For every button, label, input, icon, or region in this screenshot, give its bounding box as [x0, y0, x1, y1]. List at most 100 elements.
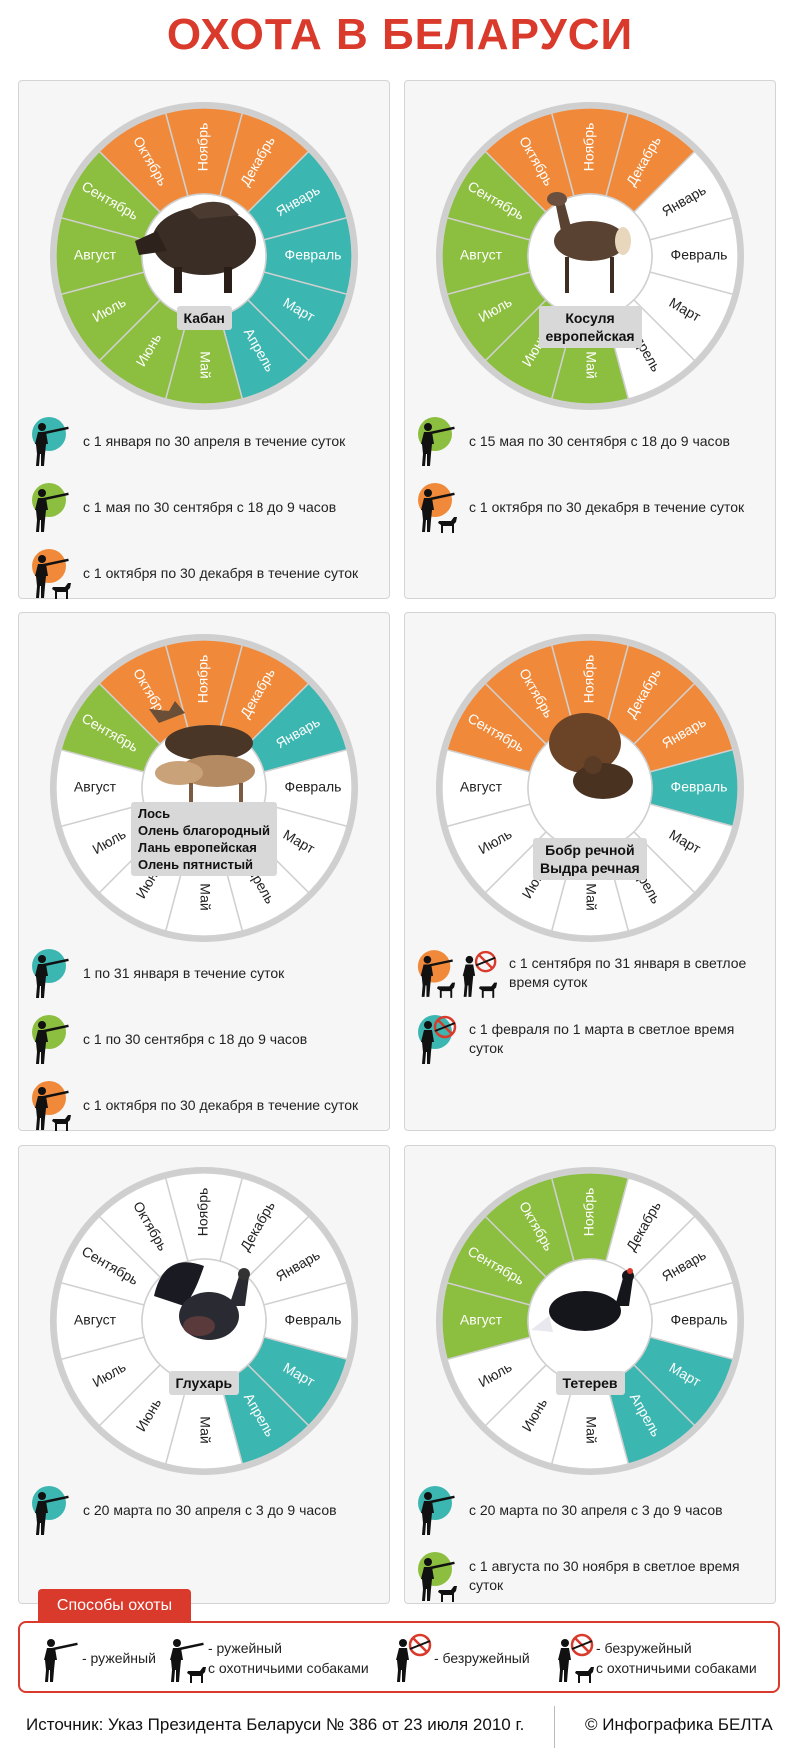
month-label: Февраль: [671, 779, 728, 795]
legend-item-noweapon-dog: - безружейный с охотничьими собаками: [552, 1631, 757, 1685]
rule-item: с 1 мая по 30 сентября с 18 до 9 часов: [29, 481, 383, 533]
card-roe: Январь Февраль Март Апрель Май Июнь Июль Август…: [404, 80, 776, 599]
footer-credit: © Инфографика БЕЛТА: [585, 1715, 773, 1734]
noweapon-icon: [415, 1013, 459, 1065]
grouse-tail: [531, 1316, 553, 1332]
deer-leg: [239, 783, 243, 805]
rule-item: с 20 марта по 30 апреля с 3 до 9 часов: [415, 1484, 769, 1536]
animal-label: Глухарь: [168, 1371, 240, 1395]
season-wheel: ЯнварьФевральМартАпрельМайИюньИюльАвгуст…: [436, 102, 744, 410]
deer-rump: [615, 227, 631, 255]
legend-item-rifle: - ружейный: [38, 1631, 156, 1685]
animal-label: Бобр речной Выдра речная: [533, 838, 647, 880]
rifle-icon: [415, 415, 459, 467]
legend-label: - ружейный: [82, 1650, 156, 1666]
rule-text: с 1 августа по 30 ноября в светлое время…: [469, 1558, 740, 1593]
legend-box: - ружейный - ружейный с охотничьими соба…: [18, 1621, 780, 1693]
boar-head: [135, 231, 167, 255]
legend-item-rifle-dog: - ружейный с охотничьими собаками: [164, 1631, 369, 1685]
rule-text: с 1 октября по 30 декабря в течение суто…: [83, 1096, 359, 1113]
month-label: Август: [74, 1312, 117, 1328]
page-title: ОХОТА В БЕЛАРУСИ: [166, 10, 634, 59]
card-capercaillie: Январь Февраль Март Апрель Май Июнь Июль Август…: [18, 1145, 390, 1604]
rule-text: с 1 февраля по 1 марта в светлое время с…: [469, 1021, 735, 1056]
rule-text: с 1 по 30 сентября с 18 до 9 часов: [83, 1030, 308, 1047]
boar-image: [135, 201, 256, 293]
animal-label-line: европейская: [545, 328, 635, 344]
animal-label: Тетерев: [555, 1371, 625, 1395]
rifle-icon: [38, 1631, 82, 1685]
noweapon-dog-icon: [552, 1631, 596, 1685]
season-wheel: ЯнварьФевральМартАпрельМайИюньИюльАвгуст…: [50, 102, 358, 410]
boar-leg: [174, 267, 182, 293]
rule-item: с 1 октября по 30 декабря в течение суто…: [29, 547, 383, 599]
rules-list: с 1 января по 30 апреля в течение суток с…: [29, 415, 383, 613]
beaver-otter-image: [549, 713, 633, 799]
rifle-dog-icon: [29, 547, 73, 599]
rule-item: с 1 августа по 30 ноября в светлое время…: [415, 1550, 769, 1602]
rule-text: с 15 мая по 30 сентября с 18 до 9 часов: [469, 432, 730, 449]
grouse-body: [549, 1291, 621, 1331]
rule-item: с 1 сентября по 31 января в светлое врем…: [415, 947, 769, 999]
rules-list: с 15 мая по 30 сентября с 18 до 9 часов с…: [415, 415, 769, 547]
rifle-icon: [29, 1013, 73, 1065]
month-label: Май: [197, 883, 213, 910]
month-label: Май: [583, 883, 599, 910]
capercaillie-tail: [154, 1262, 204, 1306]
rules-list: 1 по 31 января в течение суток с 1 по 30 …: [29, 947, 383, 1145]
month-label: Февраль: [671, 1312, 728, 1328]
otter-body: [573, 763, 633, 799]
month-label: Февраль: [671, 247, 728, 263]
capercaillie-wing: [183, 1316, 215, 1336]
legend-label: - безружейный: [434, 1650, 530, 1666]
rule-text: с 20 марта по 30 апреля с 3 до 9 часов: [83, 1501, 337, 1518]
month-label: Август: [460, 247, 503, 263]
fallow-body: [155, 761, 203, 785]
month-label: Август: [74, 247, 117, 263]
rules-list: с 20 марта по 30 апреля с 3 до 9 часов: [29, 1484, 383, 1550]
month-label: Ноябрь: [581, 1188, 597, 1237]
capercaillie-neck: [229, 1276, 249, 1306]
animal-label: Кабан: [176, 306, 232, 330]
moose-body: [165, 725, 253, 761]
month-label: Август: [460, 779, 503, 795]
rule-text: с 1 октября по 30 декабря в течение суто…: [83, 564, 359, 581]
grouse-comb: [627, 1268, 633, 1274]
deer-leg: [565, 257, 569, 293]
legend-item-noweapon: - безружейный: [390, 1631, 530, 1685]
black-grouse-image: [531, 1268, 634, 1332]
roe-deer-image: [547, 192, 631, 293]
rules-list: с 1 сентября по 31 января в светлое врем…: [415, 947, 769, 1079]
rifle-dog-icon: [415, 481, 459, 533]
animal-label-line: Бобр речной: [545, 842, 635, 858]
rule-item: с 1 октября по 30 декабря в течение суто…: [415, 481, 769, 533]
rifle-dog-noweapon-icon: [415, 947, 499, 999]
rifle-icon: [29, 481, 73, 533]
animal-label-line: Косуля: [565, 310, 615, 326]
footer-source: Источник: Указ Президента Беларуси № 386…: [26, 1715, 525, 1734]
month-label: Май: [197, 351, 213, 378]
animal-label-line: Олень благородный: [138, 823, 270, 838]
rule-text: 1 по 31 января в течение суток: [83, 964, 285, 981]
month-label: Ноябрь: [195, 655, 211, 704]
month-label: Февраль: [285, 247, 342, 263]
noweapon-icon: [390, 1631, 434, 1685]
month-label: Ноябрь: [195, 123, 211, 172]
season-wheel: ЯнварьФевральМартАпрельМайИюньИюльАвгуст…: [436, 1167, 744, 1475]
rules-list: с 20 марта по 30 апреля с 3 до 9 часов с …: [415, 1484, 769, 1616]
capercaillie-head: [238, 1268, 250, 1280]
moose-antler: [149, 701, 185, 723]
rule-text: с 1 сентября по 31 января в светлое врем…: [509, 955, 747, 990]
month-label: Август: [460, 1312, 503, 1328]
rifle-dog-icon: [29, 1079, 73, 1131]
rule-item: с 15 мая по 30 сентября с 18 до 9 часов: [415, 415, 769, 467]
card-beaver: Январь Февраль Март Апрель Май Июнь Июль Август…: [404, 612, 776, 1131]
rule-item: с 1 января по 30 апреля в течение суток: [29, 415, 383, 467]
season-wheel: ЯнварьФевральМартАпрельМайИюньИюльАвгуст…: [50, 1167, 358, 1475]
deer-body: [554, 221, 626, 261]
boar-body: [152, 207, 256, 275]
boar-leg: [224, 267, 232, 293]
month-label: Февраль: [285, 779, 342, 795]
otter-head: [584, 756, 602, 774]
deer-leg: [189, 783, 193, 805]
